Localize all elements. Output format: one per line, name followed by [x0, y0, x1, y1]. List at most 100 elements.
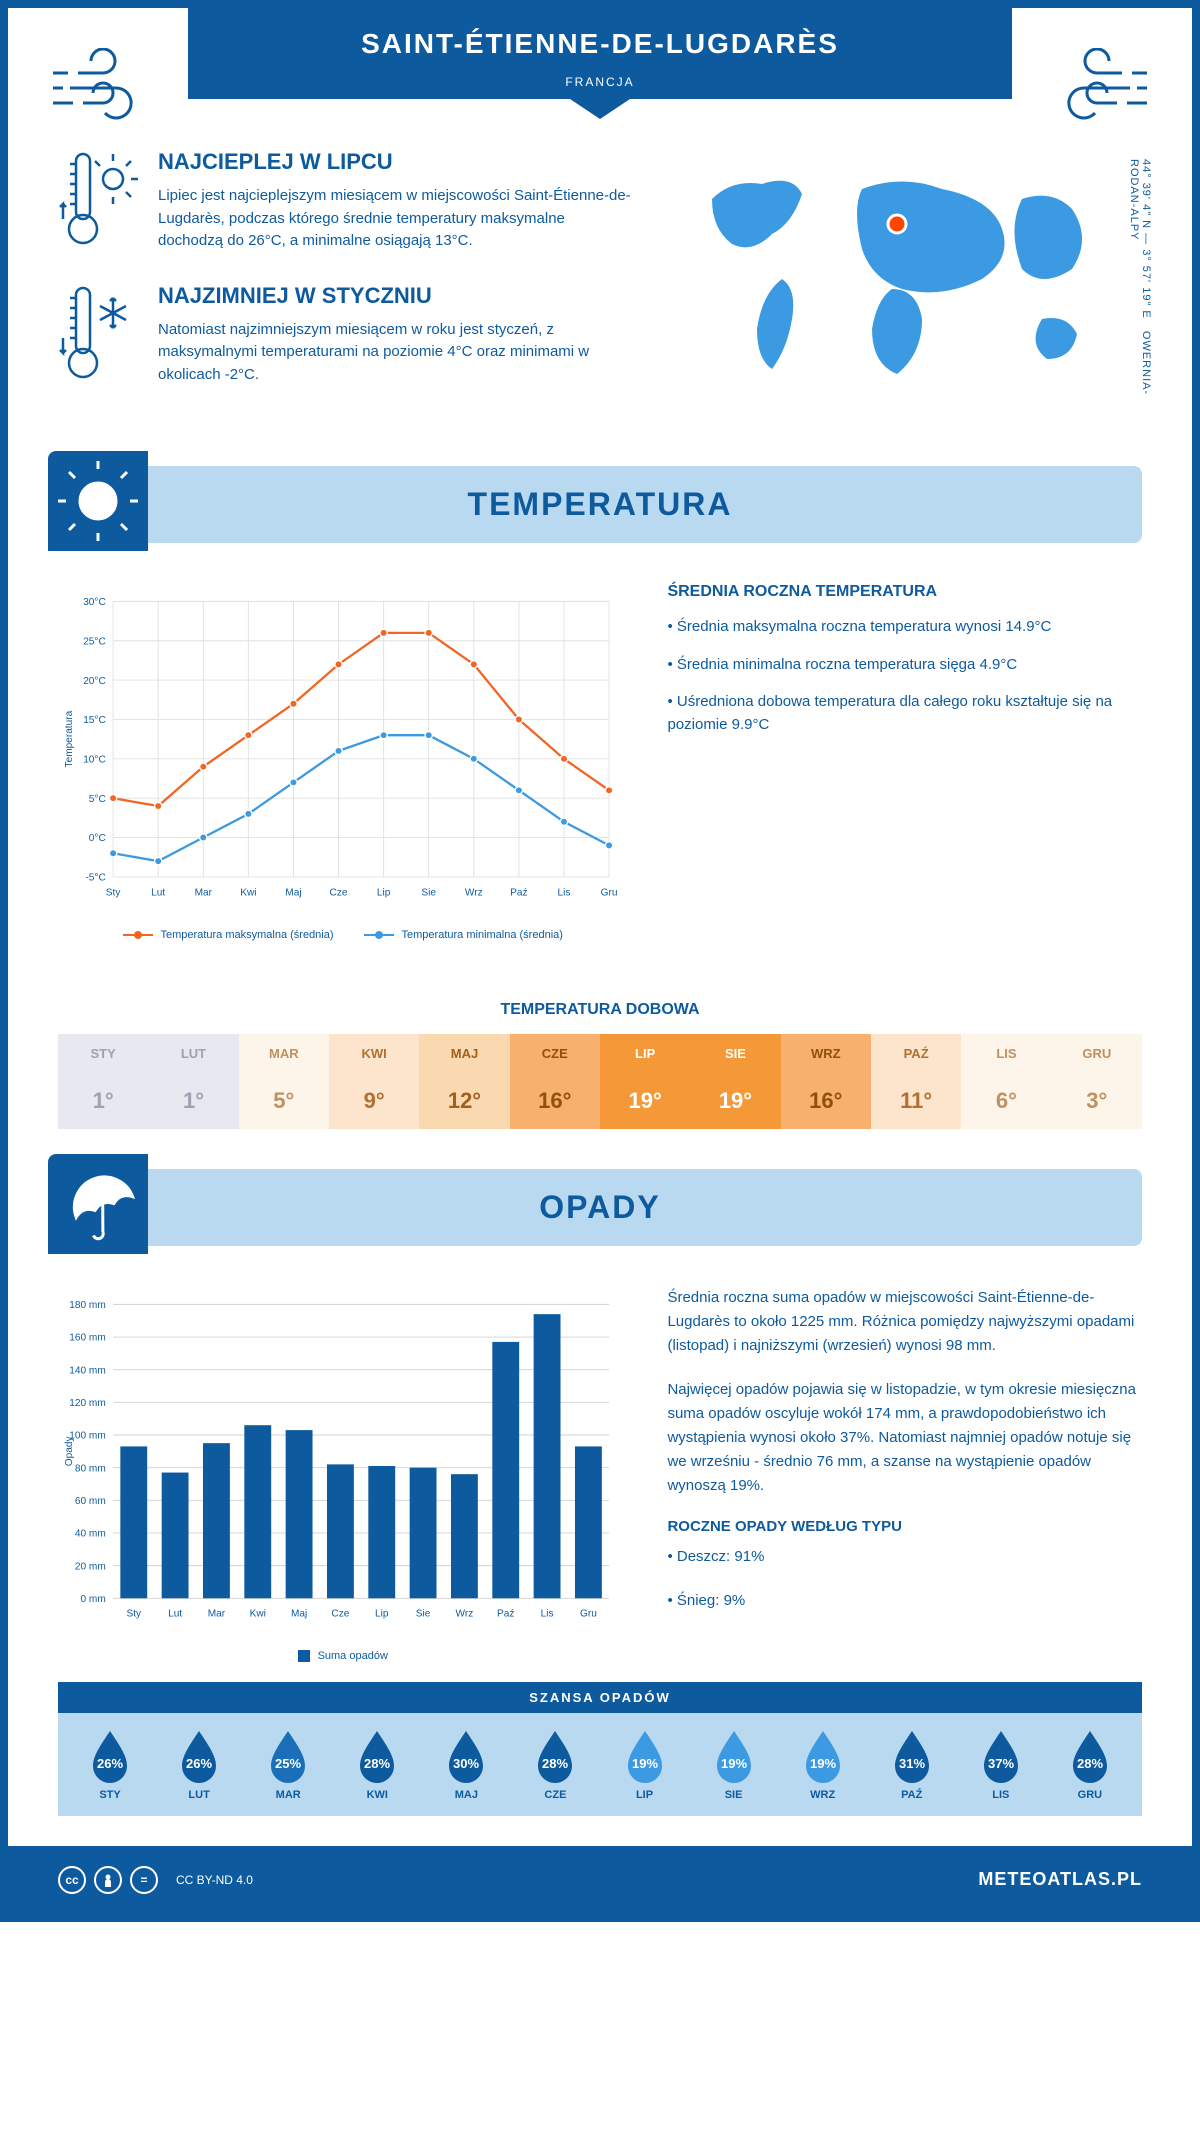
coldest-block: NAJZIMNIEJ W STYCZNIU Natomiast najzimni… — [58, 283, 632, 387]
temp-cell: SIE19° — [690, 1034, 780, 1129]
svg-text:Maj: Maj — [285, 887, 301, 898]
svg-text:Sie: Sie — [421, 887, 436, 898]
svg-text:Sty: Sty — [126, 1608, 142, 1619]
temp-section-header: TEMPERATURA — [58, 466, 1142, 543]
by-icon — [94, 1866, 122, 1894]
svg-text:31%: 31% — [899, 1756, 925, 1771]
precip-section-header: OPADY — [58, 1169, 1142, 1246]
svg-text:26%: 26% — [97, 1756, 123, 1771]
svg-text:19%: 19% — [631, 1756, 657, 1771]
svg-text:Opady: Opady — [64, 1435, 75, 1466]
svg-text:Kwi: Kwi — [240, 887, 256, 898]
cc-icon: cc — [58, 1866, 86, 1894]
svg-text:180 mm: 180 mm — [69, 1300, 105, 1311]
temp-bullet2: • Średnia minimalna roczna temperatura s… — [667, 654, 1142, 677]
map-svg — [662, 149, 1142, 389]
header-banner: SAINT-ÉTIENNE-DE-LUGDARÈS FRANCJA — [188, 8, 1012, 99]
umbrella-icon — [48, 1154, 148, 1254]
top-section: NAJCIEPLEJ W LIPCU Lipiec jest najcieple… — [8, 99, 1192, 446]
svg-text:10°C: 10°C — [83, 754, 106, 765]
svg-text:Wrz: Wrz — [465, 887, 483, 898]
svg-text:60 mm: 60 mm — [75, 1496, 106, 1507]
svg-text:0°C: 0°C — [89, 833, 106, 844]
svg-text:28%: 28% — [1077, 1756, 1103, 1771]
temp-info-title: ŚREDNIA ROCZNA TEMPERATURA — [667, 583, 1142, 601]
chance-row: 26%STY26%LUT25%MAR28%KWI30%MAJ28%CZE19%L… — [58, 1713, 1142, 1816]
temp-cell: GRU3° — [1052, 1034, 1142, 1129]
daily-temp-title: TEMPERATURA DOBOWA — [8, 1001, 1192, 1019]
svg-text:26%: 26% — [186, 1756, 212, 1771]
svg-text:Paź: Paź — [497, 1608, 514, 1619]
nd-icon: = — [130, 1866, 158, 1894]
svg-text:25%: 25% — [275, 1756, 301, 1771]
chance-drop: 26%LUT — [157, 1728, 241, 1801]
svg-text:Paź: Paź — [510, 887, 527, 898]
svg-text:Lip: Lip — [375, 1608, 389, 1619]
temp-cell: LIS6° — [961, 1034, 1051, 1129]
svg-text:Sie: Sie — [416, 1608, 431, 1619]
license-text: CC BY-ND 4.0 — [176, 1873, 253, 1887]
coordinates: 44° 39' 4" N — 3° 57' 19" E OWERNIA-RODA… — [1128, 159, 1152, 416]
svg-text:Cze: Cze — [331, 1608, 349, 1619]
svg-text:Lis: Lis — [558, 887, 571, 898]
svg-text:15°C: 15°C — [83, 715, 106, 726]
chance-drop: 28%CZE — [513, 1728, 597, 1801]
chance-drop: 28%KWI — [335, 1728, 419, 1801]
svg-text:28%: 28% — [364, 1756, 390, 1771]
svg-text:Gru: Gru — [601, 887, 618, 898]
country-label: FRANCJA — [228, 75, 972, 89]
brand: METEOATLAS.PL — [978, 1869, 1142, 1890]
warmest-title: NAJCIEPLEJ W LIPCU — [158, 149, 632, 175]
precip-snow: • Śnieg: 9% — [667, 1589, 1142, 1613]
svg-text:160 mm: 160 mm — [69, 1332, 105, 1343]
legend-precip: Suma opadów — [298, 1650, 388, 1662]
temp-cell: CZE16° — [510, 1034, 600, 1129]
temp-chart: -5°C0°C5°C10°C15°C20°C25°C30°CStyLutMarK… — [58, 583, 627, 941]
legend-max: Temperatura maksymalna (średnia) — [123, 929, 334, 941]
chance-drop: 28%GRU — [1048, 1728, 1132, 1801]
coldest-text: Natomiast najzimniejszym miesiącem w rok… — [158, 319, 632, 387]
svg-text:5°C: 5°C — [89, 794, 106, 805]
temp-cell: KWI9° — [329, 1034, 419, 1129]
daily-temp-table: STY1°LUT1°MAR5°KWI9°MAJ12°CZE16°LIP19°SI… — [58, 1034, 1142, 1129]
svg-text:40 mm: 40 mm — [75, 1528, 106, 1539]
temp-title: TEMPERATURA — [78, 486, 1122, 523]
temp-cell: STY1° — [58, 1034, 148, 1129]
svg-text:120 mm: 120 mm — [69, 1398, 105, 1409]
chance-drop: 19%WRZ — [781, 1728, 865, 1801]
svg-text:Lip: Lip — [377, 887, 391, 898]
chance-drop: 19%LIP — [602, 1728, 686, 1801]
svg-text:Mar: Mar — [195, 887, 213, 898]
footer: cc = CC BY-ND 4.0 METEOATLAS.PL — [8, 1846, 1192, 1914]
license-icons: cc = CC BY-ND 4.0 — [58, 1866, 253, 1894]
thermometer-cold-icon — [58, 283, 138, 383]
svg-text:Lis: Lis — [541, 1608, 554, 1619]
precip-para1: Średnia roczna suma opadów w miejscowośc… — [667, 1286, 1142, 1358]
svg-text:Mar: Mar — [208, 1608, 226, 1619]
svg-text:Cze: Cze — [330, 887, 348, 898]
legend-min: Temperatura minimalna (średnia) — [364, 929, 563, 941]
svg-text:0 mm: 0 mm — [81, 1594, 106, 1605]
chance-drop: 31%PAŹ — [870, 1728, 954, 1801]
coldest-title: NAJZIMNIEJ W STYCZNIU — [158, 283, 632, 309]
svg-text:Lut: Lut — [168, 1608, 182, 1619]
warmest-block: NAJCIEPLEJ W LIPCU Lipiec jest najcieple… — [58, 149, 632, 253]
precip-chart: 0 mm20 mm40 mm60 mm80 mm100 mm120 mm140 … — [58, 1286, 627, 1662]
chance-header: SZANSA OPADÓW — [58, 1682, 1142, 1713]
chance-drop: 19%SIE — [692, 1728, 776, 1801]
warmest-text: Lipiec jest najcieplejszym miesiącem w m… — [158, 185, 632, 253]
svg-text:37%: 37% — [988, 1756, 1014, 1771]
chance-drop: 30%MAJ — [424, 1728, 508, 1801]
temp-cell: WRZ16° — [781, 1034, 871, 1129]
svg-text:Sty: Sty — [106, 887, 122, 898]
svg-text:Gru: Gru — [580, 1608, 597, 1619]
temp-cell: MAR5° — [239, 1034, 329, 1129]
world-map: 44° 39' 4" N — 3° 57' 19" E OWERNIA-RODA… — [662, 149, 1142, 416]
temp-bullet3: • Uśredniona dobowa temperatura dla całe… — [667, 691, 1142, 736]
svg-text:Wrz: Wrz — [456, 1608, 474, 1619]
precip-info: Średnia roczna suma opadów w miejscowośc… — [667, 1286, 1142, 1662]
temp-cell: LIP19° — [600, 1034, 690, 1129]
thermometer-hot-icon — [58, 149, 138, 249]
sun-icon — [48, 451, 148, 551]
svg-text:20°C: 20°C — [83, 676, 106, 687]
